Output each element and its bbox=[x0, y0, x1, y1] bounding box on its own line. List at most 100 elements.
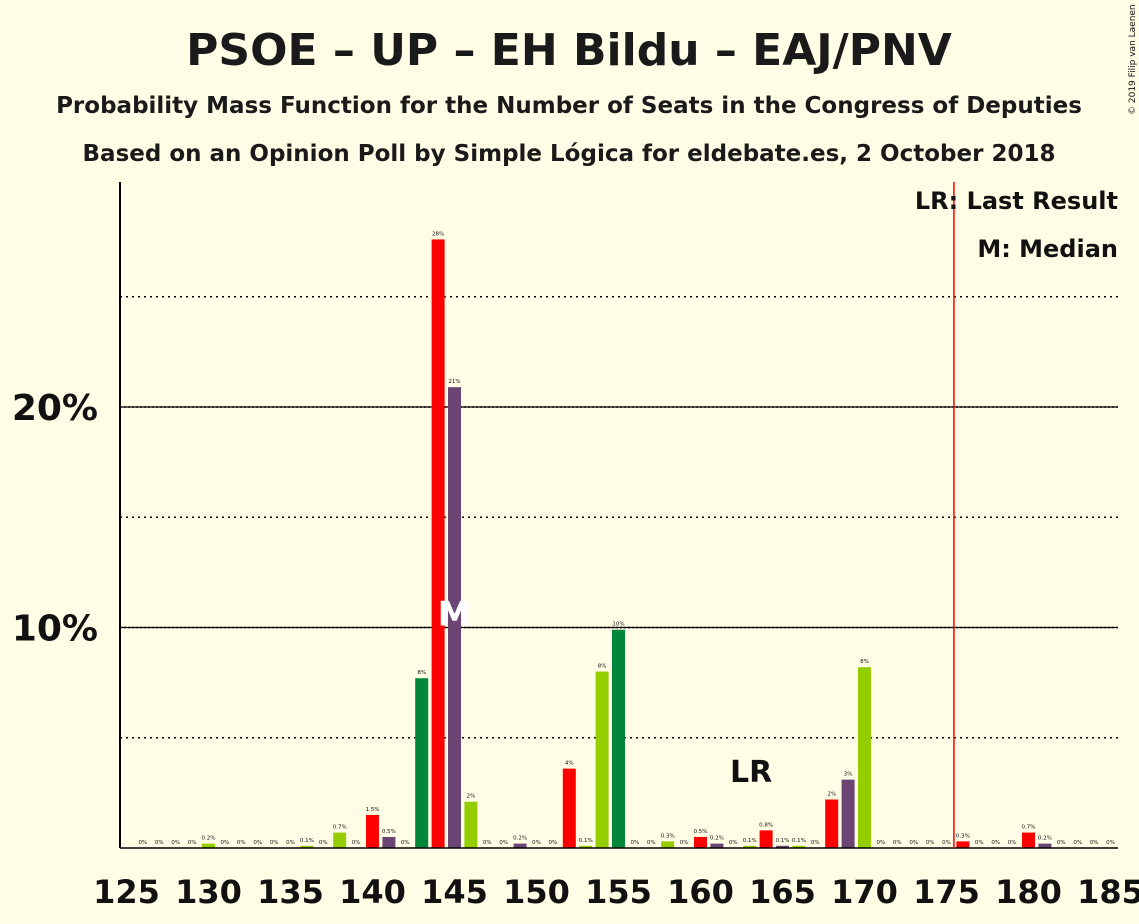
bar-label-170: 8% bbox=[860, 659, 869, 665]
chart-subtitle-2: Based on an Opinion Poll by Simple Lógic… bbox=[83, 141, 1056, 167]
bar-label-157: 0% bbox=[647, 840, 656, 846]
copyright-text: © 2019 Filip van Laenen bbox=[1128, 4, 1138, 115]
bar-130 bbox=[202, 843, 215, 848]
bar-label-179: 0% bbox=[1008, 840, 1017, 846]
bar-label-185: 0% bbox=[1106, 840, 1115, 846]
bar-152 bbox=[562, 768, 576, 848]
bar-161 bbox=[710, 843, 724, 848]
bar-label-133: 0% bbox=[253, 840, 262, 846]
bar-label-177: 0% bbox=[975, 840, 984, 846]
bar-label-147: 0% bbox=[483, 840, 492, 846]
x-tick-label: 180 bbox=[995, 873, 1062, 911]
bar-label-176: 0.3% bbox=[956, 833, 970, 839]
bar-149 bbox=[513, 843, 527, 848]
x-tick-label: 130 bbox=[175, 873, 242, 911]
last-result-marker: LR bbox=[730, 755, 772, 790]
bar-label-178: 0% bbox=[991, 840, 1000, 846]
bar-label-137: 0% bbox=[319, 840, 328, 846]
bar-label-156: 0% bbox=[631, 840, 640, 846]
bar-140 bbox=[366, 814, 379, 848]
bar-label-173: 0% bbox=[909, 840, 918, 846]
x-tick-label: 185 bbox=[1077, 873, 1139, 911]
bar-180 bbox=[1022, 832, 1035, 848]
y-tick-label: 20% bbox=[12, 388, 98, 429]
bar-label-161: 0.2% bbox=[710, 836, 724, 842]
bar-168 bbox=[825, 799, 839, 848]
bar-label-180: 0.7% bbox=[1022, 825, 1036, 831]
bar-155 bbox=[612, 629, 625, 848]
x-tick-label: 160 bbox=[667, 873, 734, 911]
bar-138 bbox=[333, 832, 347, 848]
bar-label-155: 10% bbox=[612, 622, 624, 628]
bar-169 bbox=[841, 779, 855, 848]
bar-label-129: 0% bbox=[188, 840, 197, 846]
bar-label-135: 0% bbox=[286, 840, 295, 846]
bar-label-148: 0% bbox=[499, 840, 508, 846]
x-axis-tick-labels: 125 130 135 140 145 150 155 160 165 170 175 180 185 bbox=[93, 873, 1139, 911]
bar-label-184: 0% bbox=[1090, 840, 1099, 846]
bar-164 bbox=[759, 830, 773, 848]
bar-label-164: 0.8% bbox=[759, 822, 773, 828]
median-marker: M bbox=[438, 594, 472, 634]
legend-last-result: LR: Last Result bbox=[915, 187, 1118, 215]
bar-label-141: 0.5% bbox=[382, 829, 396, 835]
bar-label-145: 21% bbox=[448, 379, 460, 385]
x-tick-label: 140 bbox=[339, 873, 406, 911]
bar-label-149: 0.2% bbox=[513, 836, 527, 842]
bar-label-181: 0.2% bbox=[1038, 836, 1052, 842]
x-tick-label: 145 bbox=[421, 873, 488, 911]
bar-label-159: 0% bbox=[680, 840, 689, 846]
bar-series bbox=[202, 239, 1052, 849]
bar-label-139: 0% bbox=[352, 840, 361, 846]
bar-181 bbox=[1038, 843, 1052, 848]
bar-146 bbox=[464, 801, 478, 848]
y-tick-label: 10% bbox=[12, 609, 98, 650]
bar-label-182: 0% bbox=[1057, 840, 1066, 846]
bar-label-131: 0% bbox=[221, 840, 230, 846]
bar-label-143: 8% bbox=[417, 670, 426, 676]
y-axis-tick-labels: 10% 20% bbox=[12, 388, 98, 650]
bar-154 bbox=[595, 671, 609, 848]
bar-label-132: 0% bbox=[237, 840, 246, 846]
bar-160 bbox=[694, 836, 707, 848]
bar-label-154: 8% bbox=[598, 664, 607, 670]
bar-label-169: 3% bbox=[844, 772, 853, 778]
legend-median: M: Median bbox=[977, 235, 1118, 263]
bar-label-160: 0.5% bbox=[694, 829, 708, 835]
bar-label-128: 0% bbox=[171, 840, 180, 846]
bar-label-150: 0% bbox=[532, 840, 541, 846]
bar-145 bbox=[448, 387, 461, 848]
bar-label-153: 0.1% bbox=[579, 838, 593, 844]
bar-label-127: 0% bbox=[155, 840, 164, 846]
bar-label-165: 0.1% bbox=[776, 838, 790, 844]
bar-170 bbox=[858, 667, 871, 848]
bar-label-146: 2% bbox=[467, 794, 476, 800]
bar-136 bbox=[300, 845, 314, 848]
chart-subtitle: Probability Mass Function for the Number… bbox=[56, 93, 1082, 119]
bar-label-144: 28% bbox=[432, 231, 444, 237]
bar-165 bbox=[776, 845, 789, 848]
x-tick-label: 135 bbox=[257, 873, 324, 911]
bar-label-172: 0% bbox=[893, 840, 902, 846]
x-tick-label: 175 bbox=[913, 873, 980, 911]
x-tick-label: 165 bbox=[749, 873, 816, 911]
bar-176 bbox=[956, 841, 970, 848]
bar-label-183: 0% bbox=[1073, 840, 1082, 846]
bar-144 bbox=[431, 239, 445, 849]
bar-label-168: 2% bbox=[827, 791, 836, 797]
bar-label-136: 0.1% bbox=[300, 838, 314, 844]
bar-label-174: 0% bbox=[926, 840, 935, 846]
bar-141 bbox=[382, 836, 396, 848]
bar-data-labels: 0% 0% 0% 0% 0.2% 0% 0% 0% 0% 0% 0.1% 0% 0.7% 0% 1.5% 0.… bbox=[139, 231, 1115, 846]
x-tick-label: 170 bbox=[831, 873, 898, 911]
bar-label-158: 0.3% bbox=[661, 833, 675, 839]
bar-label-171: 0% bbox=[877, 840, 886, 846]
bar-label-152: 4% bbox=[565, 761, 574, 767]
x-tick-label: 125 bbox=[93, 873, 160, 911]
chart-title: PSOE – UP – EH Bildu – EAJ/PNV bbox=[186, 25, 952, 76]
bar-label-167: 0% bbox=[811, 840, 820, 846]
bar-label-138: 0.7% bbox=[333, 825, 347, 831]
bar-label-151: 0% bbox=[549, 840, 558, 846]
bar-label-175: 0% bbox=[942, 840, 951, 846]
